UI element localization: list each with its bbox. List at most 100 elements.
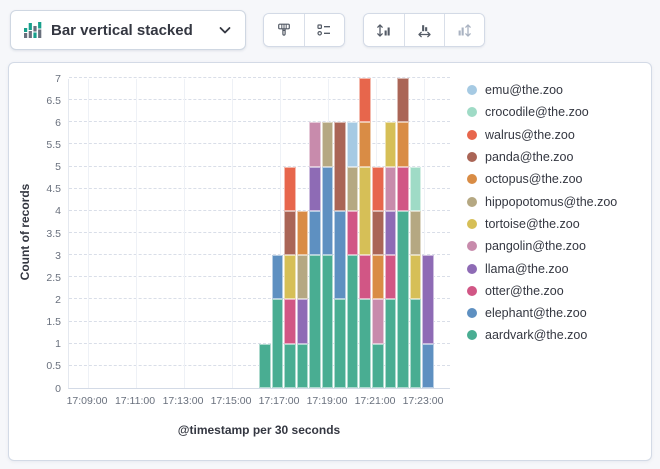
bar-segment[interactable] [359, 122, 371, 167]
legend-label: elephant@the.zoo [485, 306, 587, 321]
bar-segment[interactable] [397, 122, 409, 167]
legend-label: octopus@the.zoo [485, 172, 583, 187]
bar-segment[interactable] [359, 78, 371, 123]
x-tick-label: 17:15:00 [210, 395, 252, 407]
bar-segment[interactable] [271, 255, 284, 300]
legend-item[interactable]: otter@the.zoo [459, 280, 617, 302]
legend-item[interactable]: panda@the.zoo [459, 146, 617, 168]
bar-segment[interactable] [371, 255, 384, 300]
gridline-h [69, 77, 450, 78]
gridline-h [69, 276, 450, 278]
bar-segment[interactable] [296, 210, 309, 256]
bar-segment[interactable] [296, 343, 309, 388]
legend-item[interactable]: aardvark@the.zoo [459, 324, 617, 346]
bar-segment[interactable] [371, 210, 384, 256]
bar-segment[interactable] [309, 122, 321, 167]
bar-segment[interactable] [409, 299, 422, 388]
legend-color-dot [467, 241, 477, 252]
bar-segment[interactable] [284, 343, 296, 388]
bar-segment[interactable] [284, 299, 296, 344]
legend-item[interactable]: emu@the.zoo [459, 79, 617, 101]
bar-segment[interactable] [346, 166, 359, 211]
x-tick-label: 17:19:00 [306, 395, 348, 407]
bar-segment[interactable] [284, 210, 296, 256]
bar-segment[interactable] [422, 343, 434, 388]
bar-segment[interactable] [409, 210, 422, 256]
bar-segment[interactable] [384, 122, 397, 167]
legend-color-dot [467, 107, 477, 118]
bar-segment[interactable] [359, 299, 371, 388]
bottom-axis-button[interactable] [403, 14, 444, 46]
bar-segment[interactable] [384, 299, 397, 388]
legend-item[interactable]: pangolin@the.zoo [459, 235, 617, 257]
legend-color-dot [467, 330, 477, 341]
legend-settings-button[interactable] [303, 14, 344, 46]
legend-color-dot [467, 129, 477, 140]
legend-item[interactable]: walrus@the.zoo [459, 124, 617, 146]
brush-button[interactable] [264, 14, 304, 46]
bar-segment[interactable] [321, 166, 334, 256]
bar-segment[interactable] [309, 210, 321, 256]
x-tick-label: 17:13:00 [162, 395, 204, 407]
left-axis-button[interactable] [364, 14, 404, 46]
bar-segment[interactable] [284, 255, 296, 300]
y-tick-label: 4 [55, 205, 61, 218]
legend-label: panda@the.zoo [485, 150, 574, 165]
bar-segment[interactable] [346, 255, 359, 388]
gridline-h [69, 320, 450, 322]
bar-segment[interactable] [409, 255, 422, 300]
legend: emu@the.zoo crocodile@the.zoo walrus@the.z… [459, 79, 617, 347]
legend-item[interactable]: hippopotomus@the.zoo [459, 190, 617, 212]
bar-segment[interactable] [346, 122, 359, 167]
gridline-v [136, 79, 137, 388]
bar-segment[interactable] [334, 122, 346, 211]
paintbrush-icon [276, 22, 292, 38]
axis-button-group [363, 13, 485, 47]
bar-segment[interactable] [371, 166, 384, 211]
legend-item[interactable]: elephant@the.zoo [459, 302, 617, 324]
bar-segment[interactable] [334, 210, 346, 300]
legend-item[interactable]: llama@the.zoo [459, 257, 617, 279]
bar-segment[interactable] [346, 210, 359, 256]
legend-color-dot [467, 152, 477, 163]
chart-type-dropdown[interactable]: Bar vertical stacked [10, 10, 246, 50]
bar-segment[interactable] [422, 255, 434, 344]
bar-segment[interactable] [296, 255, 309, 300]
right-axis-button[interactable] [444, 14, 484, 46]
legend-label: emu@the.zoo [485, 83, 564, 98]
bar-segment[interactable] [409, 166, 422, 211]
bar-segment[interactable] [371, 299, 384, 344]
legend-item[interactable]: tortoise@the.zoo [459, 213, 617, 235]
bar-segment[interactable] [259, 343, 271, 388]
legend-item[interactable]: crocodile@the.zoo [459, 101, 617, 123]
bar-segment[interactable] [397, 166, 409, 211]
bar-segment[interactable] [397, 78, 409, 123]
legend-item[interactable]: octopus@the.zoo [459, 168, 617, 190]
bar-segment[interactable] [371, 343, 384, 388]
bar-segment[interactable] [384, 210, 397, 256]
bar-segment[interactable] [359, 255, 371, 300]
bar-segment[interactable] [334, 299, 346, 388]
y-tick-label: 6.5 [46, 94, 61, 107]
legend-label: tortoise@the.zoo [485, 216, 580, 231]
bar-segment[interactable] [359, 166, 371, 256]
bar-segment[interactable] [384, 166, 397, 211]
legend-label: otter@the.zoo [485, 283, 564, 298]
y-tick-label: 2.5 [46, 271, 61, 284]
gridline-v [184, 79, 185, 388]
gridline-v [232, 79, 233, 388]
bar-segment[interactable] [397, 210, 409, 388]
bar-segment[interactable] [309, 166, 321, 211]
x-tick-label: 17:21:00 [354, 395, 396, 407]
bar-segment[interactable] [296, 299, 309, 344]
x-tick-label: 17:11:00 [114, 395, 156, 407]
gridline-h [69, 209, 450, 211]
bar-segment[interactable] [384, 255, 397, 300]
bar-segment[interactable] [309, 255, 321, 388]
bar-segment[interactable] [284, 166, 296, 211]
bar-segment[interactable] [271, 299, 284, 388]
bar-segment[interactable] [321, 255, 334, 388]
legend-list-icon [316, 22, 332, 38]
y-tick-label: 6 [55, 116, 61, 129]
bar-segment[interactable] [321, 122, 334, 167]
